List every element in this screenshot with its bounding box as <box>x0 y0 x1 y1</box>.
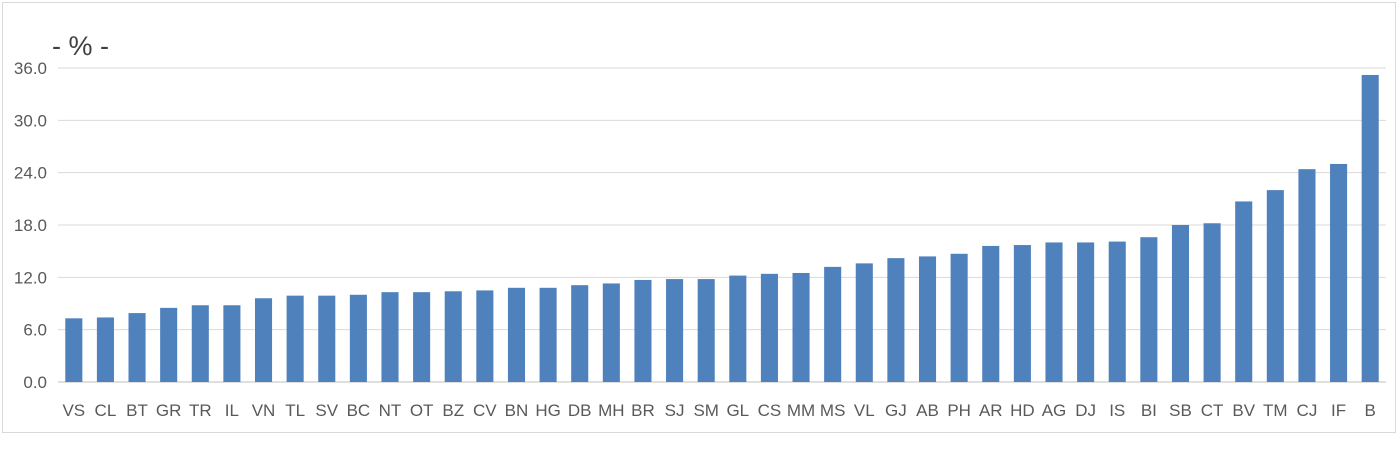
x-tick-label: SV <box>315 401 338 420</box>
bar-gj <box>887 258 905 382</box>
x-tick-label: HD <box>1010 401 1035 420</box>
gridlines <box>58 67 1386 383</box>
x-tick-label: SM <box>693 401 719 420</box>
x-tick-label: GR <box>156 401 182 420</box>
x-tick-label: AR <box>979 401 1003 420</box>
x-tick-label: VS <box>62 401 85 420</box>
bar-sv <box>318 295 336 382</box>
bar-ct <box>1203 223 1221 382</box>
bar-cj <box>1298 169 1316 382</box>
bar-vn <box>254 298 273 382</box>
x-tick-label: BN <box>505 401 529 420</box>
bar-is <box>1108 241 1126 382</box>
bar-bc <box>349 294 367 382</box>
bar-bi <box>1140 237 1158 382</box>
bar-br <box>634 279 652 382</box>
x-tick-label: CS <box>758 401 782 420</box>
y-tick-label: 24.0 <box>14 164 47 183</box>
x-tick-label: GL <box>726 401 749 420</box>
bar-b <box>1361 74 1379 382</box>
x-tick-label: IF <box>1331 401 1346 420</box>
bar-sb <box>1171 225 1190 382</box>
x-tick-label: OT <box>410 401 434 420</box>
bar-db <box>571 285 589 382</box>
y-tick-label: 0.0 <box>23 373 47 392</box>
bar-cl <box>96 317 114 382</box>
x-tick-label: CT <box>1201 401 1224 420</box>
bar-ph <box>950 253 968 382</box>
y-tick-label: 6.0 <box>23 321 47 340</box>
bar-tm <box>1266 190 1284 382</box>
bar-ar <box>982 245 1000 382</box>
bar-sm <box>697 279 715 382</box>
x-tick-label: VN <box>252 401 276 420</box>
x-tick-label: DB <box>568 401 592 420</box>
bar-ot <box>413 292 431 382</box>
x-tick-label: BI <box>1141 401 1157 420</box>
bar-ms <box>824 266 842 382</box>
bar-tl <box>286 295 304 382</box>
bar-sj <box>666 279 684 382</box>
x-tick-label: PH <box>947 401 971 420</box>
bar-gl <box>729 275 747 382</box>
bar-if <box>1330 163 1348 382</box>
x-tick-label: GJ <box>885 401 907 420</box>
bar-bn <box>507 287 526 382</box>
x-axis-ticks: VS CL BT GR TR IL VN TL SV BC NT OT BZ CV BN HG DB MH BR SJ… <box>62 401 1375 420</box>
y-tick-label: 30.0 <box>14 111 47 130</box>
bar-hg <box>539 287 557 382</box>
bars <box>65 74 1379 382</box>
x-tick-label: BV <box>1232 401 1255 420</box>
x-tick-label: TM <box>1263 401 1288 420</box>
bar-tr <box>191 305 209 382</box>
bar-vs <box>65 318 83 382</box>
bar-nt <box>381 292 399 382</box>
bar-hd <box>1013 245 1031 382</box>
x-tick-label: IS <box>1109 401 1125 420</box>
x-tick-label: VL <box>854 401 875 420</box>
y-tick-label: 18.0 <box>14 216 47 235</box>
x-tick-label: CV <box>473 401 497 420</box>
x-tick-label: SB <box>1169 401 1192 420</box>
x-tick-label: MM <box>787 401 815 420</box>
x-tick-label: DJ <box>1075 401 1096 420</box>
bar-ab <box>918 256 937 382</box>
bar-dj <box>1077 242 1095 382</box>
bar-il <box>223 305 241 382</box>
bar-cv <box>476 290 494 382</box>
bar-bz <box>444 291 462 382</box>
bar-bt <box>128 313 146 382</box>
bar-cs <box>760 273 778 382</box>
y-tick-label: 36.0 <box>14 59 47 78</box>
x-tick-label: TL <box>285 401 305 420</box>
x-tick-label: CL <box>95 401 117 420</box>
x-tick-label: AB <box>916 401 939 420</box>
x-tick-label: BR <box>631 401 655 420</box>
unit-label: - % - <box>52 31 109 61</box>
x-tick-label: BC <box>347 401 371 420</box>
x-tick-label: CJ <box>1297 401 1318 420</box>
bar-gr <box>160 307 178 382</box>
x-tick-label: AG <box>1042 401 1067 420</box>
x-tick-label: B <box>1365 401 1376 420</box>
bar-ag <box>1045 242 1063 382</box>
x-tick-label: MS <box>820 401 846 420</box>
bar-mm <box>792 272 810 382</box>
y-tick-label: 12.0 <box>14 268 47 287</box>
bar-vl <box>855 263 873 382</box>
y-axis-ticks: 0.0 6.0 12.0 18.0 24.0 30.0 36.0 <box>14 59 47 392</box>
bar-bv <box>1235 201 1253 382</box>
x-tick-label: BZ <box>442 401 464 420</box>
x-tick-label: SJ <box>665 401 685 420</box>
bar-mh <box>602 283 620 382</box>
x-tick-label: IL <box>225 401 239 420</box>
x-tick-label: HG <box>535 401 561 420</box>
x-tick-label: MH <box>598 401 624 420</box>
x-tick-label: NT <box>379 401 402 420</box>
x-tick-label: TR <box>189 401 212 420</box>
x-tick-label: BT <box>126 401 148 420</box>
